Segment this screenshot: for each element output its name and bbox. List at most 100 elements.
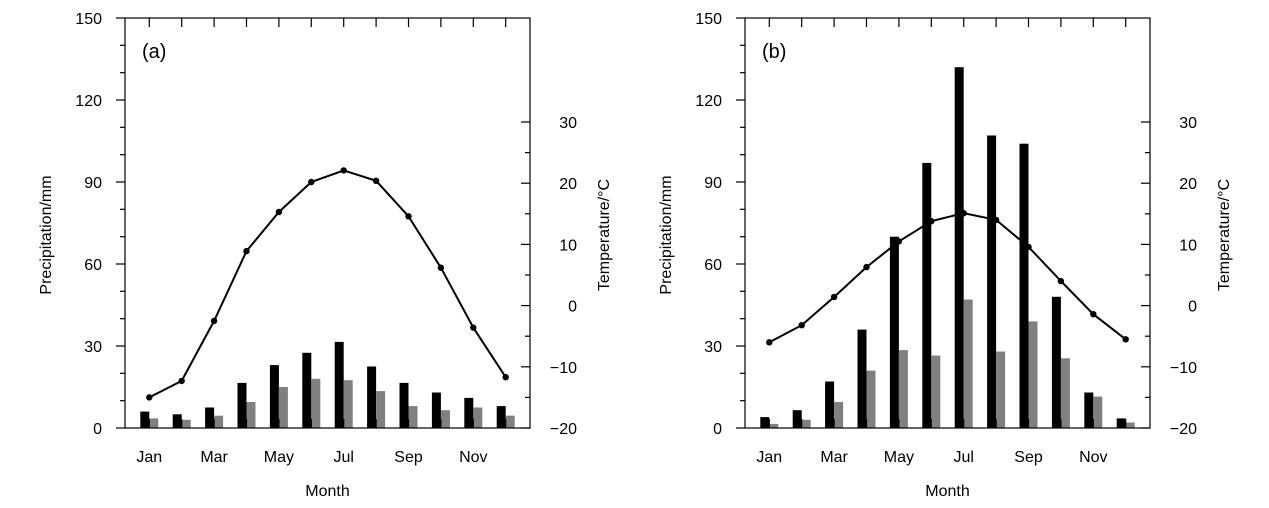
temperature-point-jul [340, 167, 347, 174]
temperature-point-apr [243, 247, 250, 255]
temperature-point-apr [863, 263, 870, 271]
y2-tick-label-0: 0 [568, 299, 577, 316]
y2-tick-label--10: −10 [550, 360, 577, 377]
precip-bar-gray-may [278, 387, 288, 428]
y-tick-label-120: 120 [695, 93, 722, 110]
plot-frame [744, 17, 1151, 429]
precip-bar-black-feb [172, 414, 182, 428]
x-tick-label-may: May [884, 449, 914, 466]
temperature-point-sep [1025, 243, 1032, 251]
precip-bar-gray-jun [931, 355, 941, 428]
y2-tick-label-10: 10 [1179, 237, 1197, 254]
precip-bar-gray-oct [1060, 358, 1070, 428]
temperature-point-mar [830, 293, 838, 301]
temperature-point-dec [1122, 336, 1129, 343]
x-tick-label-nov: Nov [459, 449, 487, 466]
chart-panel-b: Jan Mar May Jul Sep Nov 0 30 60 90 120 150 −20 −10 0 10… [658, 11, 1233, 500]
precip-bar-black-jul [334, 341, 344, 428]
y2-tick-label--20: −20 [550, 421, 577, 438]
precip-bar-black-mar [205, 407, 215, 428]
precip-bar-gray-feb [181, 419, 191, 428]
precip-bar-gray-sep [1028, 321, 1038, 428]
chart-panel-a: Jan Mar May Jul Sep Nov 0 30 60 90 120 150 −20 −10 0 10… [38, 11, 613, 500]
y2-tick-label-20: 20 [559, 176, 577, 193]
precip-bar-gray-nov [473, 407, 483, 428]
precip-bar-gray-jan [769, 423, 779, 428]
y-tick-label-0: 0 [713, 421, 722, 438]
x-tick-label-sep: Sep [394, 449, 423, 466]
precip-bar-black-sep [1019, 143, 1029, 428]
temperature-point-may [895, 238, 903, 245]
x-tick-label-jul: Jul [953, 449, 973, 466]
x-tick-label-jan: Jan [756, 449, 782, 466]
precip-bar-black-apr [237, 382, 247, 428]
y-tick-label-30: 30 [84, 339, 102, 356]
precip-bar-black-jan [760, 417, 770, 428]
temperature-line [148, 169, 507, 399]
precip-bar-black-feb [792, 410, 802, 428]
precip-bar-gray-may [898, 350, 908, 428]
precip-bar-gray-jan [149, 418, 159, 428]
precip-bar-gray-nov [1093, 396, 1103, 428]
x-tick-label-nov: Nov [1079, 449, 1107, 466]
precip-bar-black-oct [431, 392, 441, 428]
y2-tick-label--10: −10 [1170, 360, 1197, 377]
y2-axis-title: Temperature/°C [596, 179, 613, 291]
precip-bar-black-apr [857, 329, 867, 428]
y2-tick-label--20: −20 [1170, 421, 1197, 438]
precip-bar-black-sep [399, 382, 409, 428]
temperature-point-jul [960, 210, 967, 217]
precip-bar-black-oct [1051, 296, 1061, 428]
x-tick-label-mar: Mar [820, 449, 848, 466]
precip-bar-black-jun [922, 162, 932, 428]
precip-bar-black-nov [1084, 392, 1094, 428]
y-tick-label-120: 120 [75, 93, 102, 110]
temperature-point-dec [502, 374, 509, 381]
temperature-point-aug [372, 177, 380, 184]
precip-bar-gray-dec [505, 415, 515, 428]
temperature-point-sep [405, 213, 412, 220]
precip-bar-black-mar [825, 381, 835, 428]
precip-bar-black-may [269, 365, 279, 428]
y2-tick-label-30: 30 [1179, 115, 1197, 132]
y2-axis-title: Temperature/°C [1216, 179, 1233, 291]
temperature-point-jun [308, 178, 315, 186]
y2-tick-label-20: 20 [1179, 176, 1197, 193]
temperature-point-jan [766, 339, 773, 346]
y-tick-label-0: 0 [93, 421, 102, 438]
precip-bar-gray-apr [246, 402, 256, 428]
precip-bar-gray-sep [408, 406, 418, 428]
precip-bar-gray-dec [1125, 422, 1135, 428]
temperature-point-may [275, 208, 283, 216]
precip-bar-gray-jul [343, 380, 353, 428]
precip-bar-black-nov [464, 397, 474, 428]
precip-bar-black-may [889, 236, 899, 428]
temperature-point-jun [928, 218, 935, 225]
precip-bar-gray-aug [996, 351, 1006, 428]
panel-label: (a) [142, 41, 166, 63]
precip-bar-black-jan [140, 411, 150, 428]
y2-tick-label-0: 0 [1188, 299, 1197, 316]
y-tick-label-150: 150 [75, 11, 102, 28]
precip-bar-gray-jul [963, 299, 973, 428]
precip-bar-gray-oct [440, 410, 450, 428]
precip-bar-gray-apr [866, 370, 876, 428]
x-tick-label-sep: Sep [1014, 449, 1043, 466]
panel-label: (b) [762, 41, 786, 63]
precip-bar-black-dec [496, 406, 506, 428]
x-tick-label-jul: Jul [333, 449, 353, 466]
x-tick-label-jan: Jan [136, 449, 162, 466]
temperature-line [768, 212, 1127, 344]
precip-bar-black-dec [1116, 418, 1126, 428]
precip-bar-black-aug [987, 135, 997, 428]
precip-bar-gray-jun [311, 378, 321, 428]
y-tick-label-60: 60 [704, 257, 722, 274]
precip-bar-gray-aug [376, 391, 386, 428]
temperature-point-feb [178, 377, 185, 385]
temperature-point-feb [798, 322, 805, 329]
precip-bar-black-aug [367, 366, 377, 428]
precip-bar-black-jun [302, 352, 312, 428]
x-axis-title: Month [925, 483, 969, 500]
temperature-point-oct [1057, 277, 1065, 285]
